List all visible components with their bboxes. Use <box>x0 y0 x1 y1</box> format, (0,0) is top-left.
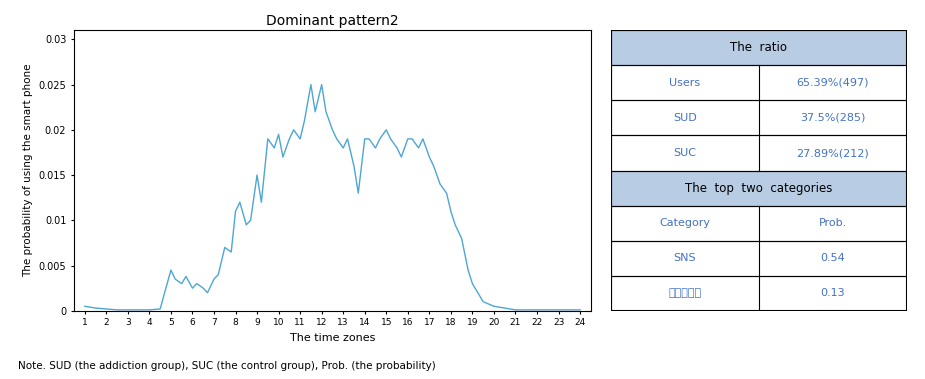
Text: The  ratio: The ratio <box>731 41 787 54</box>
Text: 0.13: 0.13 <box>820 288 845 298</box>
FancyBboxPatch shape <box>611 276 906 311</box>
FancyBboxPatch shape <box>611 171 906 205</box>
Text: 27.89%(212): 27.89%(212) <box>796 148 869 158</box>
Text: SUD: SUD <box>673 113 697 123</box>
Text: Note. SUD (the addiction group), SUC (the control group), Prob. (the probability: Note. SUD (the addiction group), SUC (th… <box>18 362 437 371</box>
Text: 0.54: 0.54 <box>820 253 845 263</box>
FancyBboxPatch shape <box>611 100 906 136</box>
Text: Prob.: Prob. <box>819 218 846 228</box>
Title: Dominant pattern2: Dominant pattern2 <box>266 14 399 28</box>
Text: SNS: SNS <box>673 253 697 263</box>
Text: SUC: SUC <box>673 148 697 158</box>
FancyBboxPatch shape <box>611 205 906 241</box>
FancyBboxPatch shape <box>611 30 906 65</box>
FancyBboxPatch shape <box>611 65 906 100</box>
FancyBboxPatch shape <box>611 241 906 276</box>
Y-axis label: The probability of using the smart phone: The probability of using the smart phone <box>23 64 33 277</box>
Text: 37.5%(285): 37.5%(285) <box>800 113 866 123</box>
Text: 65.39%(497): 65.39%(497) <box>796 78 869 88</box>
FancyBboxPatch shape <box>611 136 906 171</box>
Text: Category: Category <box>660 218 710 228</box>
Text: Users: Users <box>670 78 700 88</box>
Text: 라이프스일: 라이프스일 <box>669 288 701 298</box>
Text: The  top  two  categories: The top two categories <box>685 182 832 194</box>
X-axis label: The time zones: The time zones <box>290 333 376 343</box>
